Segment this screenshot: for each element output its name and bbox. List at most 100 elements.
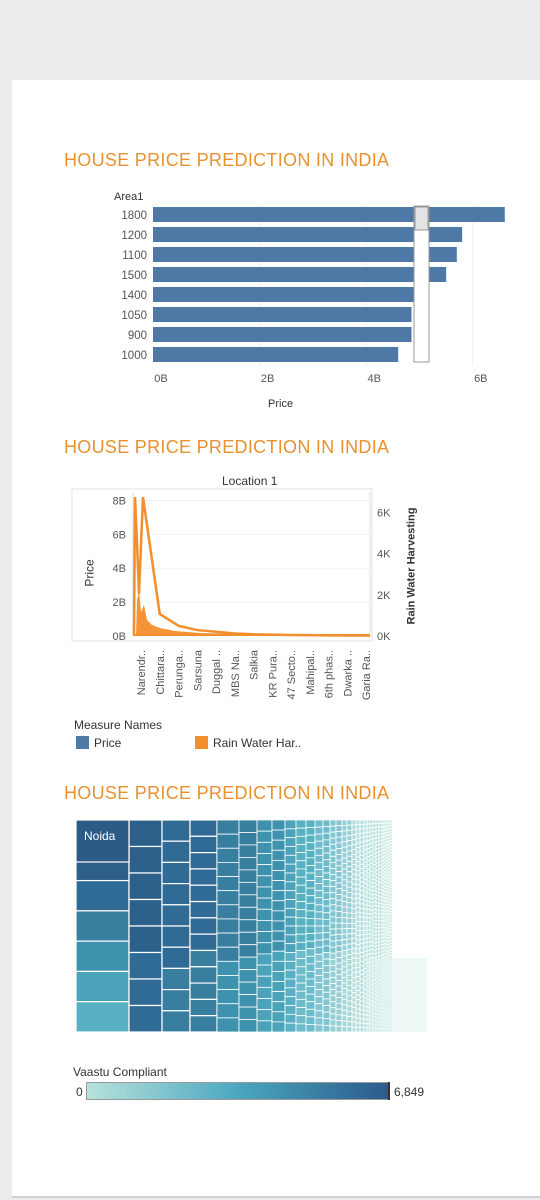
- treemap-cell[interactable]: [378, 864, 383, 870]
- treemap-cell[interactable]: [375, 844, 380, 850]
- treemap-cell[interactable]: [335, 865, 343, 872]
- treemap-cell[interactable]: [256, 1009, 273, 1022]
- treemap-cell[interactable]: [335, 945, 343, 953]
- treemap-cell[interactable]: [329, 904, 337, 912]
- treemap-cell[interactable]: [256, 886, 273, 899]
- treemap-cell[interactable]: [329, 964, 337, 972]
- treemap-cell[interactable]: [369, 862, 374, 868]
- treemap-cell[interactable]: [363, 840, 368, 846]
- treemap-cell[interactable]: [378, 909, 383, 915]
- treemap-cell[interactable]: [372, 890, 377, 895]
- treemap-cell[interactable]: [375, 855, 380, 860]
- treemap-cell[interactable]: [351, 898, 357, 905]
- treemap-cell[interactable]: [363, 921, 368, 927]
- treemap-cell[interactable]: [389, 822, 393, 827]
- treemap-cell[interactable]: [329, 983, 337, 990]
- treemap-cell[interactable]: [389, 872, 393, 877]
- treemap-cell[interactable]: [389, 851, 393, 856]
- treemap-cell[interactable]: [369, 921, 374, 927]
- treemap-cell[interactable]: [341, 895, 348, 902]
- treemap-cell[interactable]: [256, 942, 273, 955]
- treemap-cell[interactable]: [335, 991, 343, 999]
- treemap-cell[interactable]: [372, 953, 377, 959]
- treemap-cell[interactable]: [335, 939, 343, 947]
- treemap-cell[interactable]: [378, 885, 383, 890]
- treemap-cell[interactable]: [351, 952, 357, 959]
- treemap-cell[interactable]: [256, 864, 273, 877]
- treemap-cell[interactable]: [335, 980, 343, 987]
- treemap-cell[interactable]: [355, 893, 361, 899]
- treemap-cell[interactable]: [378, 937, 383, 943]
- treemap-cell[interactable]: [378, 948, 383, 953]
- treemap-cell[interactable]: [369, 835, 374, 841]
- treemap-cell[interactable]: [341, 933, 348, 940]
- treemap-cell[interactable]: [271, 940, 286, 952]
- treemap-cell[interactable]: [75, 970, 130, 1003]
- treemap-cell[interactable]: [359, 1018, 365, 1024]
- treemap-cell[interactable]: [375, 884, 380, 889]
- treemap-cell[interactable]: [238, 981, 258, 995]
- treemap-cell[interactable]: [351, 997, 357, 1003]
- treemap-cell[interactable]: [359, 974, 365, 980]
- treemap-cell[interactable]: [389, 828, 393, 833]
- treemap-cell[interactable]: [359, 987, 365, 993]
- treemap-cell[interactable]: [305, 910, 316, 919]
- treemap-cell[interactable]: [359, 899, 365, 905]
- treemap-cell[interactable]: [295, 1023, 307, 1033]
- treemap-cell[interactable]: [346, 923, 353, 929]
- treemap-cell[interactable]: [372, 949, 377, 955]
- treemap-cell[interactable]: [295, 876, 307, 886]
- treemap-cell[interactable]: [335, 899, 343, 907]
- treemap-cell[interactable]: [359, 991, 365, 998]
- treemap-cell[interactable]: [346, 902, 353, 909]
- treemap-cell[interactable]: [359, 854, 365, 861]
- treemap-cell[interactable]: [359, 837, 365, 843]
- treemap-cell[interactable]: [314, 904, 324, 913]
- treemap-cell[interactable]: [378, 850, 383, 856]
- treemap-cell[interactable]: [372, 827, 377, 832]
- treemap-cell[interactable]: [363, 938, 368, 944]
- treemap-cell[interactable]: [372, 879, 377, 884]
- treemap-cell[interactable]: [341, 890, 348, 897]
- treemap-cell[interactable]: [256, 908, 273, 921]
- treemap-cell[interactable]: [346, 959, 353, 966]
- treemap-cell[interactable]: [389, 846, 393, 850]
- treemap-cell[interactable]: [355, 957, 361, 964]
- treemap-cell[interactable]: [238, 881, 258, 896]
- treemap-cell[interactable]: [378, 833, 383, 838]
- treemap-cell[interactable]: [75, 879, 130, 912]
- treemap-cell[interactable]: [322, 885, 331, 894]
- treemap-cell[interactable]: [366, 852, 371, 858]
- treemap-cell[interactable]: [355, 842, 361, 849]
- treemap-cell[interactable]: [351, 942, 357, 949]
- treemap-cell[interactable]: [284, 1013, 297, 1024]
- treemap-cell[interactable]: [271, 1001, 286, 1013]
- treemap-cell[interactable]: [375, 902, 380, 907]
- treemap-cell[interactable]: [378, 854, 383, 859]
- treemap-cell[interactable]: [161, 882, 191, 906]
- treemap-cell[interactable]: [355, 1017, 361, 1024]
- treemap-cell[interactable]: [351, 893, 357, 900]
- treemap-cell[interactable]: [341, 835, 348, 843]
- treemap-cell[interactable]: [329, 940, 337, 948]
- treemap-cell[interactable]: [346, 886, 353, 893]
- treemap-cell[interactable]: [351, 824, 357, 831]
- treemap-cell[interactable]: [363, 997, 368, 1003]
- treemap-cell[interactable]: [363, 1027, 368, 1033]
- treemap-cell[interactable]: [355, 939, 361, 945]
- treemap-cell[interactable]: [355, 879, 361, 885]
- treemap-cell[interactable]: [329, 831, 337, 839]
- treemap-cell[interactable]: [341, 884, 348, 892]
- treemap-cell[interactable]: [322, 938, 331, 947]
- treemap-cell[interactable]: [305, 834, 316, 844]
- treemap-cell[interactable]: [346, 974, 353, 981]
- treemap-cell[interactable]: [329, 898, 337, 906]
- treemap-cell[interactable]: [359, 952, 365, 958]
- treemap-cell[interactable]: [305, 933, 316, 942]
- treemap-cell[interactable]: [351, 844, 357, 850]
- treemap-cell[interactable]: [341, 977, 348, 984]
- treemap-cell[interactable]: [351, 937, 357, 944]
- treemap-cell[interactable]: [366, 950, 371, 955]
- treemap-cell[interactable]: [351, 903, 357, 910]
- treemap-cell[interactable]: [355, 833, 361, 839]
